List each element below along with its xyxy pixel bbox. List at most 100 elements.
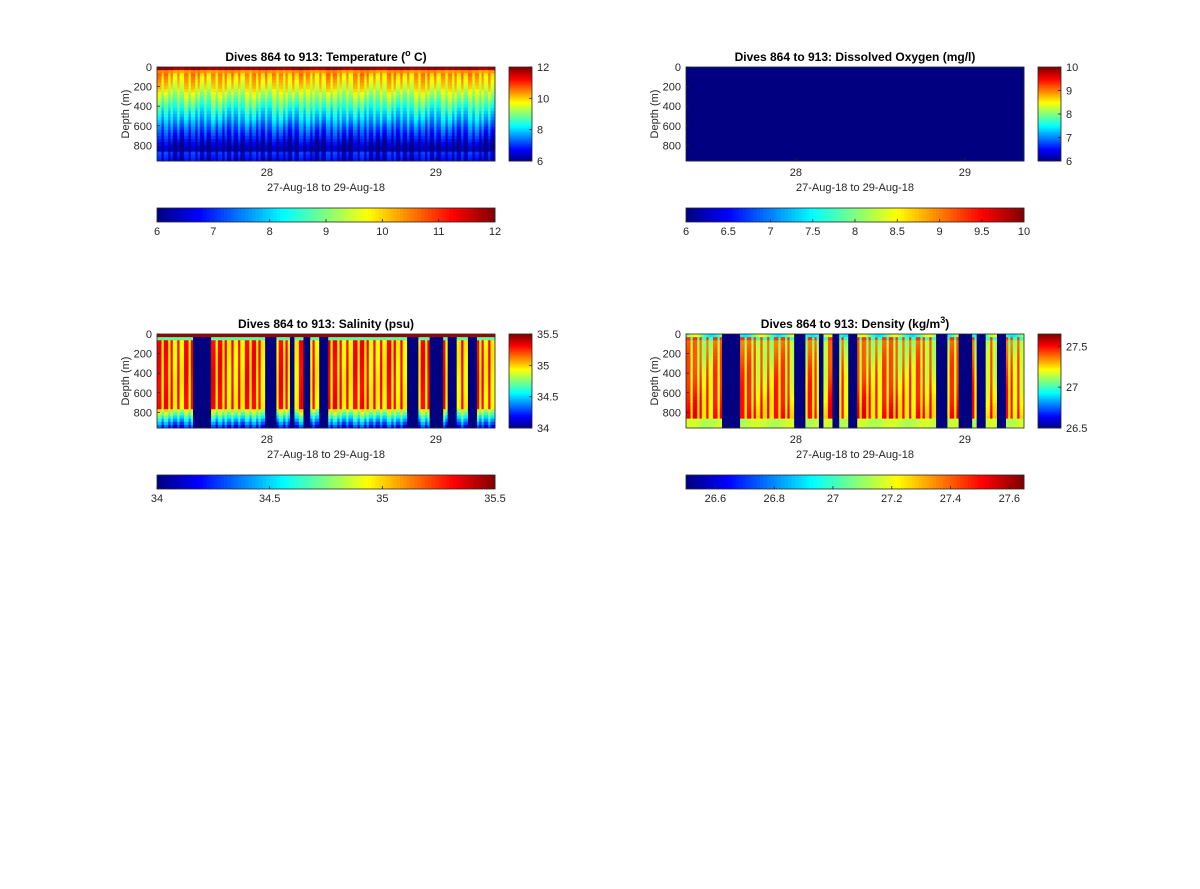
heatmap-cell [199, 95, 203, 99]
heatmap-cell [229, 117, 232, 121]
heatmap-cell [204, 73, 207, 77]
heatmap-cell [226, 142, 230, 146]
heatmap-cell [375, 139, 379, 143]
heatmap-cell [251, 107, 255, 112]
heatmap-cell [217, 135, 221, 140]
heatmap-cell [449, 76, 453, 80]
heatmap-cell [256, 73, 259, 77]
heatmap-cell [436, 88, 440, 93]
heatmap-cell [362, 139, 365, 143]
heatmap-cell [395, 145, 399, 149]
heatmap-cell [222, 82, 225, 87]
heatmap-cell [226, 92, 230, 96]
heatmap-cell [362, 142, 365, 146]
heatmap-cell [262, 132, 266, 137]
heatmap-cell [271, 92, 275, 96]
heatmap-cell [375, 117, 379, 121]
heatmap-cell [208, 88, 212, 93]
heatmap-cell [226, 101, 230, 105]
heatmap-cell [483, 88, 487, 93]
heatmap-cell [449, 82, 453, 87]
heatmap-cell [244, 85, 248, 90]
heatmap-cell [175, 107, 178, 112]
heatmap-cell [224, 85, 228, 90]
heatmap-cell [213, 79, 216, 84]
heatmap-cell [368, 85, 372, 90]
heatmap-cell [222, 145, 225, 149]
heatmap-cell [159, 151, 162, 156]
heatmap-cell [235, 129, 239, 134]
heatmap-cell [416, 142, 419, 146]
heatmap-cell [274, 67, 277, 71]
heatmap-cell [233, 110, 237, 115]
heatmap-cell [190, 126, 194, 131]
heatmap-cell [213, 76, 216, 80]
colorbar-swatch [399, 208, 404, 222]
heatmap-cell [271, 67, 275, 71]
heatmap-cell [184, 154, 187, 159]
heatmap-cell [483, 85, 487, 90]
heatmap-cell [271, 142, 275, 146]
heatmap-cell [341, 129, 345, 134]
heatmap-cell [688, 126, 691, 131]
heatmap-cell [163, 151, 167, 156]
heatmap-cell [244, 145, 248, 149]
heatmap-cell [217, 139, 221, 143]
heatmap-cell [229, 70, 232, 74]
heatmap-cell [220, 107, 223, 112]
heatmap-cell [476, 151, 480, 156]
heatmap-cell [409, 73, 413, 77]
heatmap-cell [490, 98, 494, 102]
heatmap-cell [262, 107, 266, 112]
heatmap-cell [307, 73, 311, 77]
heatmap-cell [314, 110, 318, 115]
heatmap-cell [211, 126, 214, 131]
heatmap-cell [193, 148, 196, 152]
heatmap-cell [208, 151, 212, 156]
heatmap-cell [307, 114, 311, 118]
heatmap-cell [321, 114, 325, 118]
heatmap-cell [402, 85, 406, 90]
heatmap-cell [307, 123, 311, 127]
heatmap-cell [184, 114, 187, 118]
heatmap-cell [170, 154, 174, 159]
heatmap-cell [328, 135, 331, 140]
heatmap-cell [211, 139, 214, 143]
heatmap-cell [314, 101, 318, 105]
heatmap-cell [166, 157, 169, 162]
heatmap-cell [188, 79, 192, 84]
heatmap-cell [197, 135, 201, 140]
heatmap-cell [348, 73, 352, 77]
heatmap-cell [267, 139, 271, 143]
heatmap-cell [470, 117, 473, 121]
heatmap-cell [175, 123, 178, 127]
heatmap-cell [166, 120, 169, 124]
heatmap-cell [449, 95, 453, 99]
heatmap-cell [258, 135, 262, 140]
heatmap-cell [274, 151, 277, 156]
heatmap-cell [233, 73, 237, 77]
heatmap-cell [163, 82, 167, 87]
heatmap-cell [301, 145, 304, 149]
heatmap-cell [220, 70, 223, 74]
heatmap-cell [258, 157, 262, 162]
heatmap-cell [456, 126, 460, 131]
heatmap-cell [238, 107, 241, 112]
heatmap-cell [202, 104, 205, 109]
heatmap-cell [170, 85, 174, 90]
heatmap-cell [217, 85, 221, 90]
heatmap-cell [233, 123, 237, 127]
heatmap-cell [159, 73, 162, 77]
colorbar-swatch [174, 208, 179, 222]
heatmap-cell [170, 88, 174, 93]
heatmap-cell [206, 85, 210, 90]
heatmap-cell [247, 79, 250, 84]
heatmap-cell [181, 157, 185, 162]
heatmap-cell [188, 145, 192, 149]
heatmap-cell [443, 114, 446, 118]
heatmap-cell [204, 76, 207, 80]
heatmap-cell [233, 101, 237, 105]
heatmap-cell [231, 114, 235, 118]
heatmap-cell [184, 82, 187, 87]
heatmap-cell [362, 101, 365, 105]
